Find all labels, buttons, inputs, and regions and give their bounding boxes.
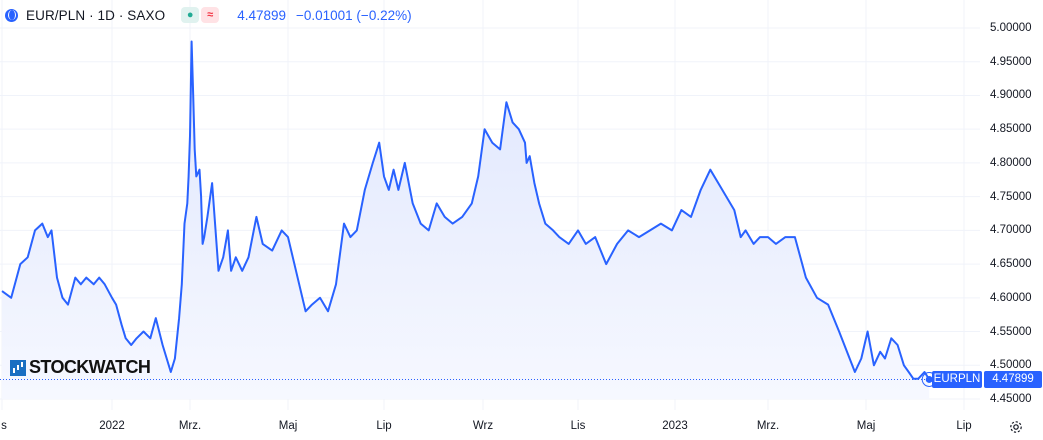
- x-tick-label: 2023: [662, 420, 688, 432]
- stockwatch-logo-icon: [10, 359, 26, 376]
- price-change: −0.01001 (−0.22%): [296, 7, 412, 23]
- ticker-badge: EURPLN: [932, 370, 982, 388]
- y-tick-label: 4.50000: [990, 359, 1032, 372]
- y-tick-label: 4.80000: [990, 156, 1032, 169]
- y-tick-label: 5.00000: [990, 22, 1032, 34]
- x-tick-label: Maj: [278, 420, 298, 432]
- current-price: 4.47899: [237, 7, 286, 23]
- price-area-fill: [2, 41, 930, 399]
- y-tick-label: 4.90000: [990, 89, 1032, 102]
- y-tick-label: 4.60000: [990, 291, 1032, 304]
- y-tick-label: 4.95000: [990, 55, 1032, 68]
- delayed-data-icon[interactable]: ≈: [201, 7, 220, 23]
- x-tick-label: Wrz: [472, 420, 494, 432]
- symbol-title[interactable]: EUR/PLN · 1D · SAXO: [26, 7, 166, 23]
- globe-icon[interactable]: [5, 8, 18, 22]
- x-tick-label: Mrz.: [756, 420, 780, 432]
- x-tick-label: 2022: [99, 420, 125, 432]
- x-tick-label: Maj: [856, 420, 876, 432]
- x-tick-label: s: [1, 420, 7, 432]
- status-indicators: ● ≈: [181, 7, 220, 23]
- x-tick-label: Lip: [956, 420, 972, 432]
- last-price-marker: [925, 375, 933, 383]
- market-open-icon[interactable]: ●: [181, 7, 200, 23]
- logo-wordmark: STOCKWATCH: [29, 357, 151, 377]
- y-tick-label: 4.65000: [990, 258, 1032, 271]
- chart-header: EUR/PLN · 1D · SAXO ● ≈ 4.47899 −0.01001…: [0, 0, 980, 30]
- y-tick-label: 4.70000: [990, 224, 1032, 237]
- x-tick-label: Lis: [570, 420, 586, 432]
- y-tick-label: 4.75000: [990, 190, 1032, 203]
- price-line[interactable]: [1, 40, 931, 380]
- y-tick-label: 4.55000: [990, 325, 1032, 338]
- gear-icon[interactable]: [1009, 420, 1023, 434]
- x-tick-label: Mrz.: [178, 420, 202, 432]
- y-tick-label: 4.85000: [990, 123, 1032, 136]
- x-tick-label: Lip: [376, 420, 392, 432]
- stockwatch-logo: STOCKWATCH: [10, 357, 151, 378]
- y-tick-label: 4.45000: [990, 393, 1032, 405]
- last-price-badge: 4.47899: [984, 370, 1042, 388]
